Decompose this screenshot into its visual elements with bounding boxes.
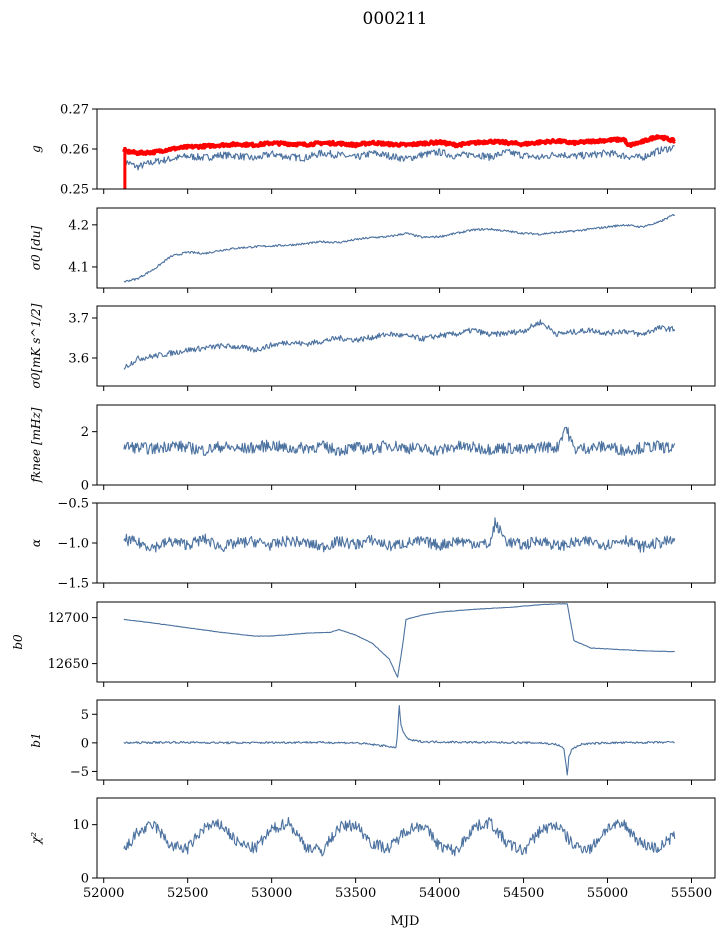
y-tick-label: 5	[81, 708, 89, 723]
series-line-1-1	[123, 144, 675, 171]
y-tick-label: −0.5	[57, 497, 89, 512]
axes-frame-3	[96, 305, 716, 387]
series-line-5-1	[123, 517, 676, 553]
y-tick-label: 4.2	[68, 218, 89, 233]
y-tick-label: 10	[72, 818, 89, 833]
panel-4: 0 2 fknee [mHz]	[29, 404, 716, 494]
series-line-3-1	[123, 319, 676, 370]
y-tick-label: −1.5	[57, 577, 89, 592]
x-tick-label: 52500	[167, 886, 208, 901]
axes-frame-6	[96, 601, 716, 683]
y-tick-label: 2	[81, 425, 89, 440]
panel-7: −5 0 5 b1	[29, 699, 716, 785]
y-axis-label-6: b0	[11, 634, 25, 650]
panel-6: 12650 12700 b0	[11, 601, 716, 687]
panel-3: 3.6 3.7 σ0[mK s^1/2]	[29, 303, 716, 391]
y-axis-label-3: σ0[mK s^1/2]	[29, 303, 43, 388]
series-line-7-1	[123, 705, 675, 776]
y-axis-label-5: α	[29, 539, 43, 547]
x-tick-label: 52000	[83, 886, 124, 901]
x-tick-label: 55000	[587, 886, 628, 901]
panel-1: 0.25 0.26 0.27 g	[29, 103, 716, 198]
axes-frame-1	[96, 108, 716, 190]
y-tick-label: 0	[81, 872, 89, 887]
y-tick-label: 0.25	[60, 183, 89, 198]
x-tick-label: 53500	[335, 886, 376, 901]
x-tick-label: 55500	[671, 886, 712, 901]
y-axis-label-8: χ²	[29, 832, 43, 845]
y-tick-label: 12650	[48, 657, 89, 672]
panel-2: 4.1 4.2 σ0 [du]	[29, 207, 716, 293]
panel-5: −1.5 −1.0 −0.5 α	[29, 497, 716, 592]
x-tick-label: 54000	[419, 886, 460, 901]
axes-frame-4	[96, 404, 716, 486]
series-line-2-1	[123, 213, 676, 283]
y-axis-label-4: fknee [mHz]	[29, 407, 43, 483]
y-tick-label: 3.7	[68, 312, 89, 327]
y-tick-label: 0	[81, 736, 89, 751]
y-tick-label: 3.6	[68, 352, 89, 367]
series-line-8-1	[123, 816, 676, 857]
series-line-1-2	[122, 134, 676, 157]
y-tick-label: −5	[70, 765, 89, 780]
y-tick-label: 0.26	[60, 143, 89, 158]
x-tick-label: 54500	[503, 886, 544, 901]
y-axis-label-1: g	[29, 145, 43, 153]
axes-frame-2	[96, 207, 716, 289]
series-line-4-1	[123, 426, 676, 457]
axes-frame-7	[96, 699, 716, 781]
y-tick-label: −1.0	[57, 537, 89, 552]
y-tick-label: 0.27	[60, 103, 89, 118]
y-tick-label: 0	[81, 479, 89, 494]
y-tick-label: 12700	[48, 611, 89, 626]
x-axis-label: MJD	[391, 914, 420, 929]
x-tick-label: 53000	[251, 886, 292, 901]
panel-8: 0 10 52000 52500 53000 53500 54000 54500 55000 55…	[29, 797, 716, 901]
panels: 0.25 0.26 0.27 g 4.1 4.2 σ0 [du] 3.6 3.7 σ0[mK s^…	[11, 103, 716, 901]
y-axis-label-2: σ0 [du]	[29, 225, 43, 270]
axes-frame-8	[96, 797, 716, 879]
y-tick-label: 4.1	[68, 260, 89, 275]
figure-title: 000211	[363, 9, 428, 29]
series-line-6-1	[123, 603, 675, 678]
y-axis-label-7: b1	[29, 732, 43, 747]
